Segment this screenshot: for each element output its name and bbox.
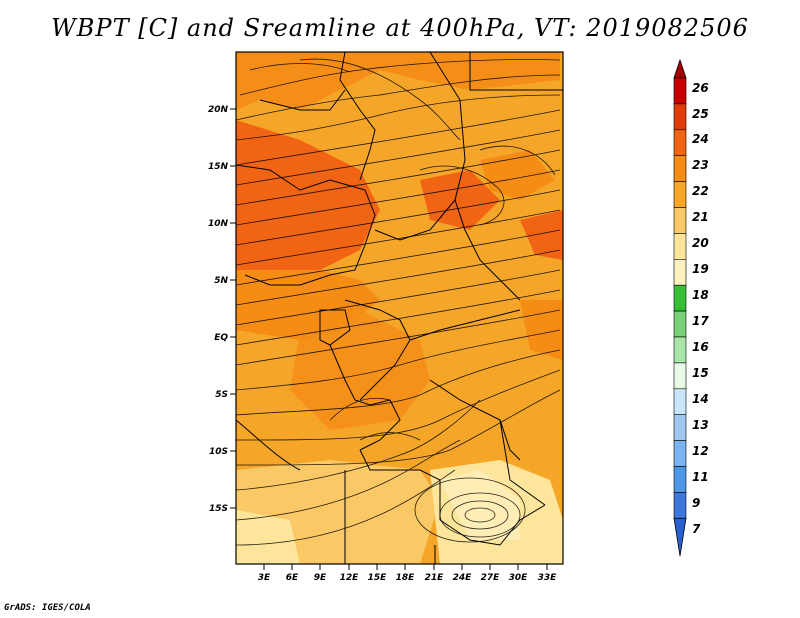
- lat-tick-label: 10S: [209, 447, 228, 457]
- lat-tick-label: 5S: [215, 390, 228, 400]
- colorbar-label: 23: [692, 158, 709, 172]
- lat-axis: 20N 15N 10N 5N EQ 5S 10S 15S: [208, 105, 236, 514]
- colorbar-label: 13: [692, 418, 709, 432]
- colorbar-label: 19: [692, 262, 709, 276]
- lon-tick-label: 24E: [453, 573, 473, 583]
- colorbar-top-arrow: [673, 58, 687, 79]
- lon-tick-label: 33E: [538, 573, 558, 583]
- lon-tick-label: 21E: [425, 573, 445, 583]
- lon-tick-label: 9E: [314, 573, 327, 583]
- lat-tick-label: 15N: [208, 162, 229, 172]
- lon-tick-label: 27E: [481, 573, 501, 583]
- country-borders: [236, 52, 563, 564]
- colorbar-label: 7: [692, 522, 701, 536]
- chart-title: WBPT [C] and Sreamline at 400hPa, VT: 20…: [51, 14, 749, 42]
- lat-tick-label: EQ: [214, 333, 228, 343]
- colorbar-label: 18: [692, 288, 709, 302]
- lat-tick-label: 15S: [209, 504, 228, 514]
- map-frame: [235, 51, 564, 565]
- colorbar-label: 25: [692, 107, 709, 121]
- lon-tick-label: 6E: [286, 573, 299, 583]
- lon-tick-label: 12E: [340, 573, 360, 583]
- lon-tick-label: 3E: [258, 573, 271, 583]
- lat-tick-label: 20N: [208, 105, 229, 115]
- lat-tick-label: 10N: [208, 219, 229, 229]
- colorbar-label: 9: [692, 496, 700, 510]
- colorbar-label: 15: [692, 366, 709, 380]
- colorbar-label: 16: [692, 340, 709, 354]
- colorbar-label: 14: [692, 392, 709, 406]
- lon-tick-label: 18E: [396, 573, 416, 583]
- footer-credit: GrADS: IGES/COLA: [4, 603, 91, 613]
- colorbar-label: 24: [692, 132, 709, 146]
- streamlines: [236, 58, 561, 546]
- map-panel: [236, 52, 563, 564]
- colorbar-label: 12: [692, 444, 709, 458]
- colorbar-label: 26: [692, 81, 709, 95]
- colorbar-label: 20: [692, 236, 709, 250]
- lat-tick-label: 5N: [214, 276, 228, 286]
- colorbar: 26 25 24 23 22 21 20 19 18 17 16 15 14 1…: [673, 58, 709, 557]
- colorbar-label: 21: [692, 210, 709, 224]
- colorbar-label: 11: [692, 470, 709, 484]
- colorbar-label: 17: [692, 314, 709, 328]
- colorbar-label: 22: [692, 184, 709, 198]
- lon-axis: 3E 6E 9E 12E 15E 18E 21E 24E 27E 30E 33E: [258, 564, 557, 583]
- lon-tick-label: 15E: [368, 573, 388, 583]
- lon-tick-label: 30E: [509, 573, 529, 583]
- colorbar-bottom-arrow: [673, 517, 687, 557]
